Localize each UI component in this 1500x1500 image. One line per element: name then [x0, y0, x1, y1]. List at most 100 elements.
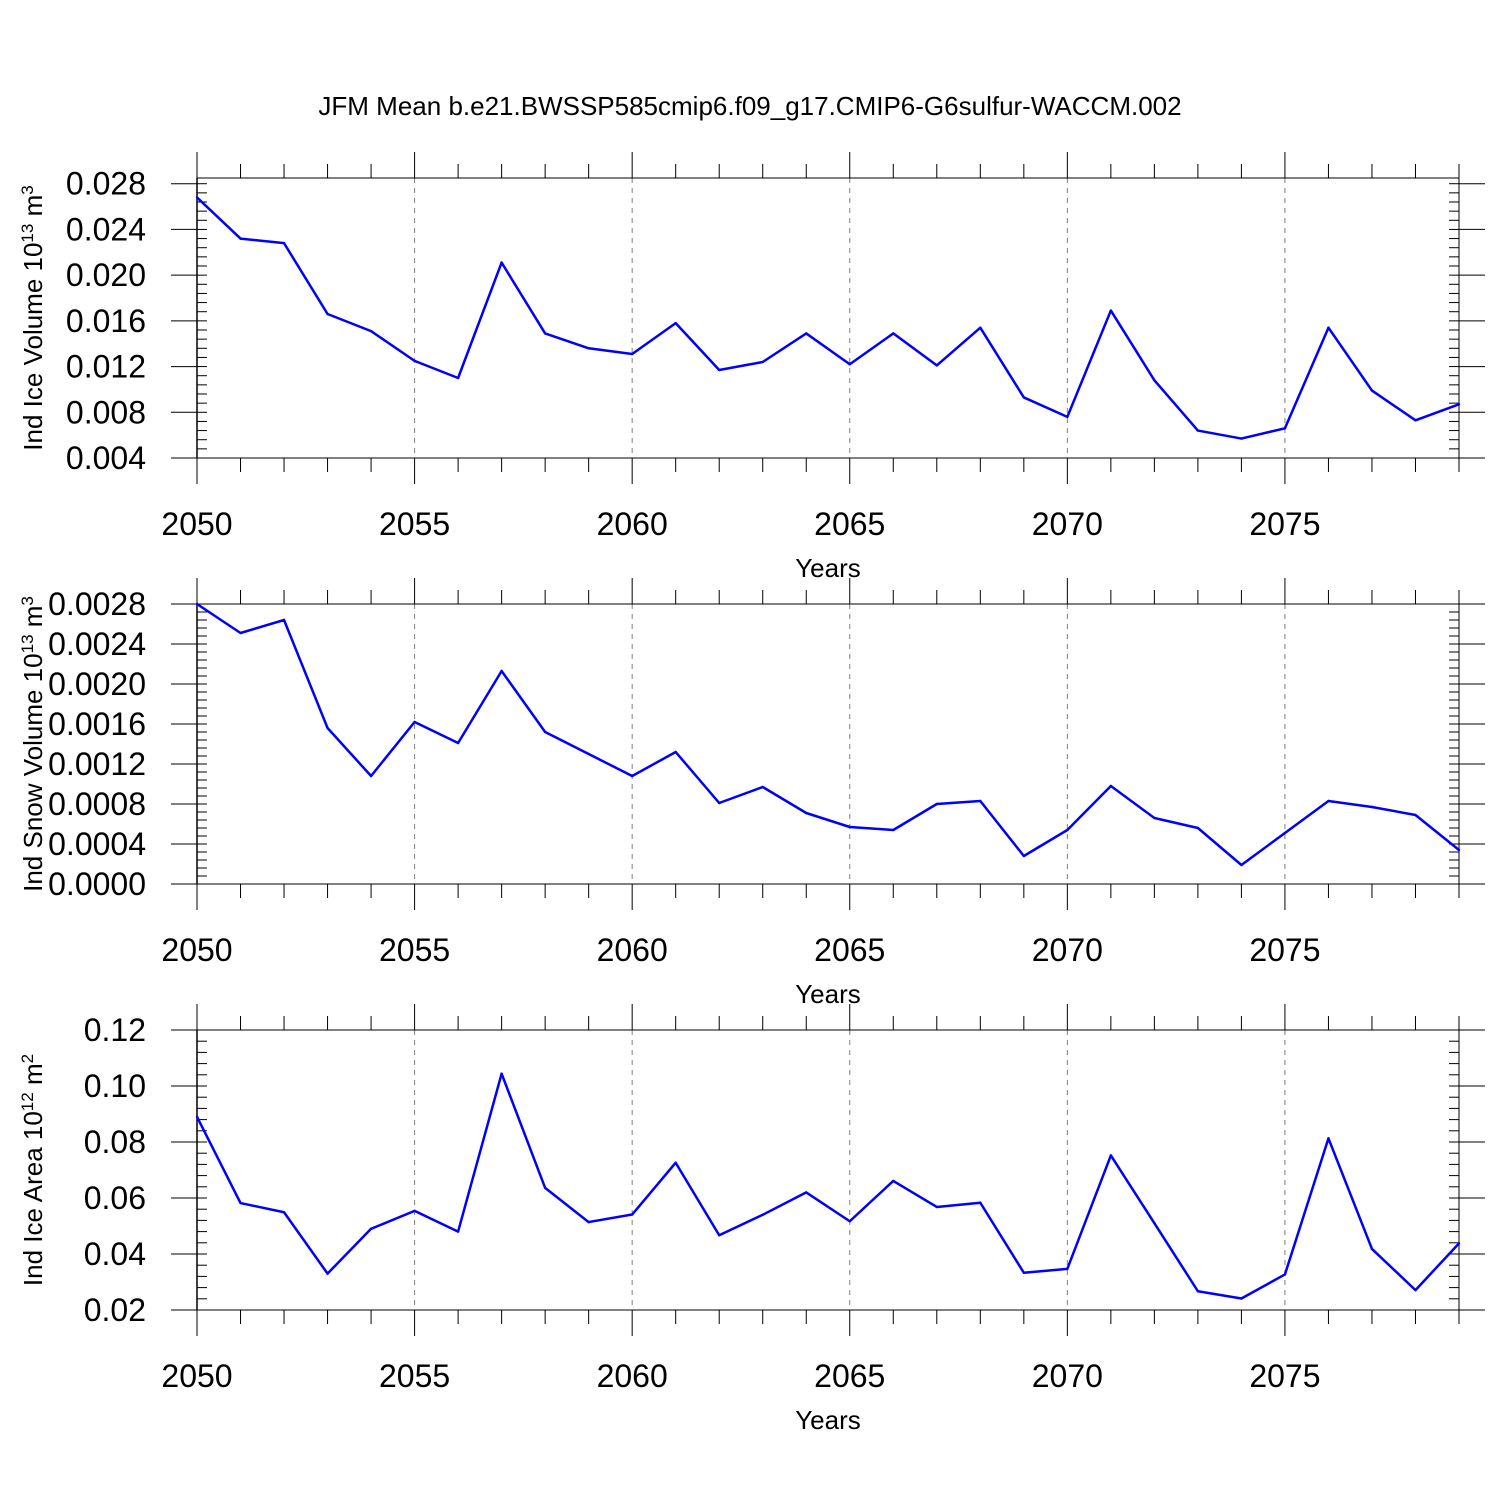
y-tick-label: 0.04 [84, 1236, 146, 1272]
data-point [195, 1115, 199, 1119]
y-tick-label: 0.10 [84, 1068, 146, 1104]
data-point [979, 799, 982, 803]
x-tick-label: 2070 [1032, 506, 1103, 542]
data-point [326, 312, 329, 316]
data-point [674, 750, 677, 754]
data-point [587, 1220, 590, 1224]
y-tick-label: 0.0024 [48, 626, 146, 662]
data-point [1240, 437, 1243, 440]
data-point [326, 726, 329, 730]
data-point [500, 669, 503, 673]
x-tick-label: 2055 [379, 506, 450, 542]
data-point [761, 360, 764, 364]
panel-ice-volume: 0.004 0.008 0.012 0.016 0.020 0.024 0.028 2050 2… [18, 152, 1485, 583]
data-point [1414, 1288, 1417, 1292]
data-point [1022, 854, 1026, 858]
data-point [195, 602, 199, 606]
data-point [456, 741, 460, 745]
data-point [1414, 419, 1417, 422]
data-point [979, 1201, 982, 1204]
data-point [630, 774, 634, 778]
data-point [1022, 1271, 1026, 1274]
data-point [630, 1213, 634, 1216]
x-tick-label: 2070 [1032, 1358, 1103, 1394]
data-point [1153, 816, 1156, 820]
data-point [1283, 427, 1287, 430]
panel-snow-volume: 0.0000 0.0004 0.0008 0.0012 0.0016 0.0020 0.00… [18, 578, 1485, 1009]
data-point [369, 774, 373, 778]
data-point [1240, 1297, 1243, 1300]
y-tick-label: 0.020 [66, 257, 146, 293]
data-point [1370, 805, 1374, 809]
data-point [892, 1179, 895, 1183]
x-tick-label: 2075 [1249, 1358, 1320, 1394]
data-point [239, 631, 242, 635]
data-point [239, 1201, 242, 1205]
panel-ice-area: 0.02 0.04 0.06 0.08 0.10 0.12 2050 2055 2060 2065… [18, 1004, 1485, 1435]
x-tick-label: 2050 [161, 1358, 232, 1394]
data-point [413, 1209, 416, 1213]
y-tick-label: 0.012 [66, 349, 146, 385]
data-point [935, 364, 938, 367]
x-axis-label: Years [795, 979, 861, 1009]
data-point [282, 1211, 286, 1214]
data-point [761, 785, 764, 789]
y-axis-label: Ind Ice Volume 1013 m3 [18, 185, 48, 450]
data-point [805, 811, 808, 815]
data-point [587, 347, 590, 350]
x-tick-label: 2060 [597, 932, 668, 968]
data-point [369, 1227, 373, 1231]
x-tick-label: 2070 [1032, 932, 1103, 968]
data-point [848, 825, 851, 829]
y-tick-label: 0.02 [84, 1292, 146, 1328]
data-series-line [195, 1072, 1460, 1300]
data-point [1196, 826, 1200, 830]
data-point [1283, 831, 1287, 835]
x-tick-label: 2055 [379, 1358, 450, 1394]
data-point [1066, 415, 1069, 419]
data-point [718, 1234, 721, 1237]
data-point [1414, 813, 1417, 817]
data-point [1457, 403, 1461, 406]
data-point [848, 363, 851, 366]
y-tick-label: 0.016 [66, 303, 146, 339]
data-point [1327, 326, 1330, 329]
data-point [543, 332, 547, 335]
y-tick-label: 0.0004 [48, 826, 146, 862]
y-tick-label: 0.024 [66, 211, 146, 247]
data-point [282, 618, 286, 622]
data-point [587, 752, 590, 756]
y-tick-label: 0.0008 [48, 786, 146, 822]
data-point [630, 352, 634, 356]
data-point [1370, 1247, 1374, 1251]
data-point [1109, 1154, 1113, 1157]
x-tick-label: 2060 [597, 506, 668, 542]
data-point [1022, 396, 1026, 399]
data-point [718, 368, 721, 372]
y-tick-label: 0.008 [66, 394, 146, 430]
data-series-line [196, 196, 1460, 440]
x-tick-label: 2055 [379, 932, 450, 968]
y-axis-label: Ind Ice Area 1012 m2 [18, 1054, 48, 1286]
data-point [195, 196, 199, 199]
data-point [543, 1186, 547, 1190]
data-point [1153, 379, 1156, 382]
data-point [1370, 389, 1374, 392]
data-point [500, 1072, 503, 1075]
data-point [718, 801, 721, 805]
y-tick-label: 0.0016 [48, 706, 146, 742]
y-tick-label: 0.0020 [48, 666, 146, 702]
data-point [239, 237, 242, 240]
data-point [326, 1272, 329, 1275]
data-point [369, 329, 373, 333]
data-point [1196, 1290, 1200, 1293]
data-point [674, 321, 677, 325]
x-tick-label: 2060 [597, 1358, 668, 1394]
x-tick-label: 2050 [161, 506, 232, 542]
data-point [1109, 309, 1113, 312]
data-point [500, 261, 503, 264]
data-point [848, 1220, 851, 1223]
data-point [1457, 848, 1461, 852]
x-tick-label: 2075 [1249, 506, 1320, 542]
